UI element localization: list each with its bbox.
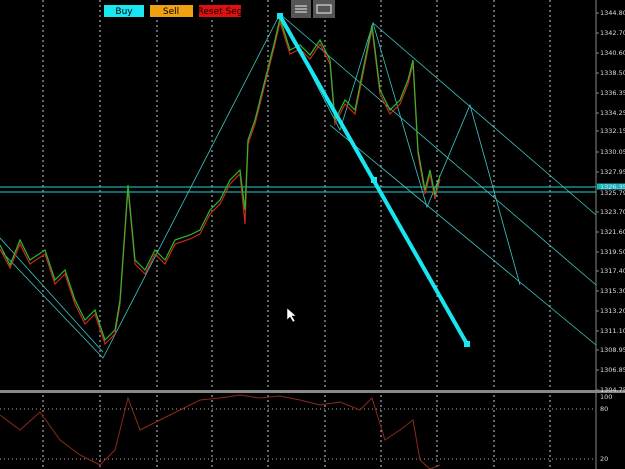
keyboard-button[interactable]: [313, 0, 335, 18]
reset-button-label[interactable]: Reset Seg: [198, 7, 243, 17]
price-marker-label: 1325.79: [600, 189, 625, 197]
price-line: [0, 19, 441, 346]
segment-handle[interactable]: [277, 13, 283, 19]
price-label: 1323.70: [600, 208, 625, 216]
segment-handle[interactable]: [464, 341, 470, 347]
grid: [42, 0, 551, 469]
price-label: 1313.20: [600, 307, 625, 315]
price-label: 1317.40: [600, 267, 625, 275]
indicator-label: 80: [600, 405, 608, 413]
price-label: 1340.60: [600, 49, 625, 57]
buy-button-label[interactable]: Buy: [115, 7, 133, 17]
segment-handle[interactable]: [371, 177, 377, 183]
price-marker: [597, 189, 625, 197]
price-label: 1332.15: [600, 127, 625, 135]
price-label: 1308.95: [600, 346, 625, 354]
price-label: 1327.95: [600, 168, 625, 176]
cursor: [286, 307, 297, 323]
sell-button-label[interactable]: Sell: [163, 7, 179, 17]
indicator-line: [0, 394, 441, 469]
menu-icon: [295, 5, 307, 13]
price-label: 1334.25: [600, 109, 625, 117]
price-label: 1330.05: [600, 148, 625, 156]
price-label: 1321.60: [600, 228, 625, 236]
price-label: 1336.35: [600, 89, 625, 97]
price-label: 1304.75: [600, 386, 625, 394]
indicator-label: 20: [600, 455, 608, 463]
price-line: [0, 15, 441, 342]
price-label: 1319.50: [600, 248, 625, 256]
price-label: 1311.10: [600, 327, 625, 335]
indicator-label: 100: [600, 393, 612, 401]
price-label: 1344.80: [600, 9, 625, 17]
price-marker-label: 1326.35: [600, 183, 625, 191]
sell-button[interactable]: [150, 5, 193, 17]
price-label: 1315.30: [600, 287, 625, 295]
keyboard-icon: [316, 4, 332, 14]
price-label: 1306.85: [600, 366, 625, 374]
pane-separator: [0, 390, 625, 393]
price-label: 1342.70: [600, 29, 625, 37]
price-label: 1338.50: [600, 69, 625, 77]
price-marker: [597, 183, 625, 191]
trend-lines: [0, 13, 597, 359]
reset-button[interactable]: [199, 5, 241, 17]
buy-button[interactable]: [104, 5, 144, 17]
